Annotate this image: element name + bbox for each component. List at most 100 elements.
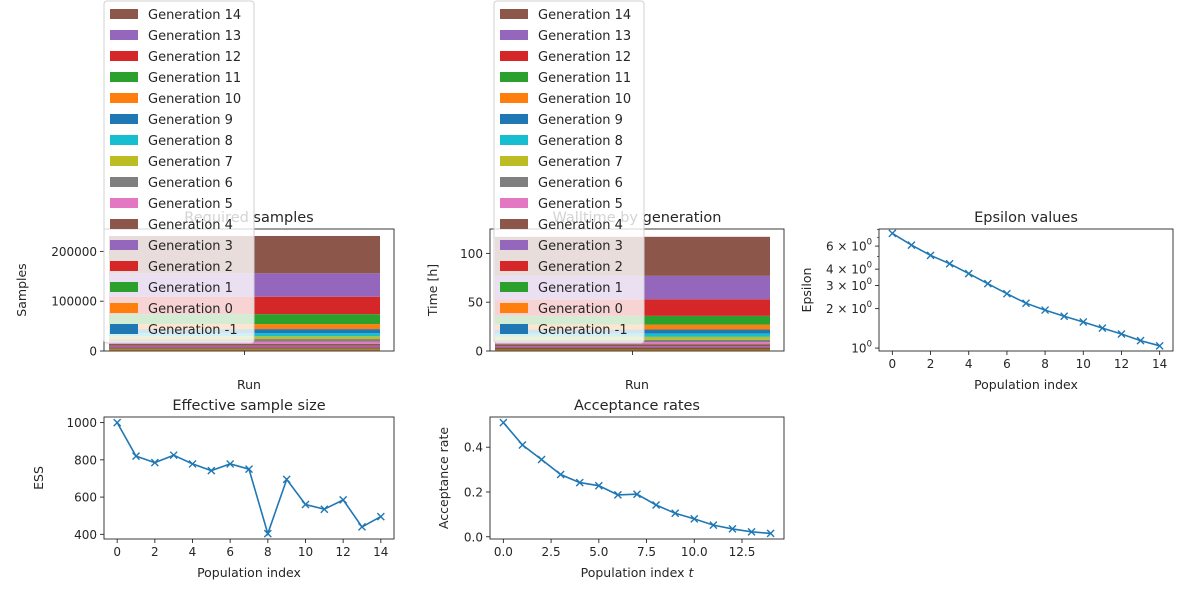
series-line — [116, 422, 382, 537]
data-point-marker — [728, 524, 737, 533]
x-axis-label: Population index — [974, 377, 1078, 392]
stacked-bar-segment — [109, 348, 380, 350]
legend-entry: Generation 8 — [148, 134, 233, 149]
data-point-marker — [575, 478, 584, 487]
stacked-bar-segment — [109, 349, 380, 351]
legend-entry: Generation 0 — [538, 302, 623, 317]
legend-swatch — [500, 135, 528, 145]
legend-entry: Generation 7 — [538, 155, 623, 170]
y-tick-label-base: 3 × 10 — [826, 279, 867, 293]
y-tick-label: 0 — [475, 345, 483, 359]
legend-swatch — [500, 72, 528, 82]
data-point-marker — [1136, 336, 1145, 345]
legend-entry: Generation 13 — [538, 29, 631, 44]
legend-entry: Generation 6 — [538, 176, 623, 191]
axes-frame — [489, 416, 785, 540]
legend-swatch — [110, 93, 138, 103]
data-point-marker — [709, 521, 718, 530]
data-point-marker — [263, 529, 272, 538]
data-point-marker — [518, 440, 527, 449]
legend-entry: Generation 4 — [148, 218, 233, 233]
legend-entry: Generation 10 — [148, 92, 241, 107]
data-point-marker — [1098, 324, 1107, 333]
data-point-marker — [633, 490, 641, 499]
stacked-bar-segment — [495, 344, 770, 347]
legend-entry: Generation -1 — [148, 323, 238, 338]
y-tick-label: 6 × 100 — [826, 238, 872, 254]
y-tick-label-base: 2 × 10 — [826, 302, 867, 316]
data-point-marker — [907, 241, 916, 250]
legend-entry: Generation 9 — [538, 113, 623, 128]
x-tick-label: 12 — [336, 545, 351, 559]
x-tick-label: 14 — [373, 545, 388, 559]
legend-swatch — [110, 219, 138, 229]
legend-swatch — [110, 30, 138, 40]
data-point-marker — [132, 452, 141, 461]
data-point-marker — [1079, 318, 1088, 327]
data-point-marker — [652, 500, 661, 509]
data-point-marker — [357, 522, 366, 531]
y-tick-label: 0.0 — [464, 530, 483, 544]
legend-swatch — [110, 261, 138, 271]
data-point-marker — [499, 418, 508, 427]
data-point-marker — [1117, 330, 1126, 339]
y-tick-label: 0.2 — [464, 485, 483, 499]
legend-entry: Generation 11 — [148, 71, 241, 86]
data-point-marker — [671, 509, 680, 518]
legends-layer: Generation 14 Generation 13 Generation 12 G… — [103, 0, 645, 344]
ess-chart: 0 2 4 6 8 10 12 14 400 600 800 1000 Effective sample… — [31, 398, 395, 580]
legend-swatch — [110, 135, 138, 145]
legend-entry: Generation -1 — [538, 323, 628, 338]
y-tick-label: 0 — [89, 345, 97, 359]
legend-swatch — [110, 156, 138, 166]
x-tick-label: 5.0 — [589, 545, 608, 559]
series-line — [502, 422, 771, 535]
axes-frame — [103, 416, 395, 540]
data-point-marker — [690, 514, 699, 523]
data-point-marker — [301, 500, 310, 509]
y-tick-label-exponent: 0 — [867, 261, 872, 271]
legend-swatch — [500, 261, 528, 271]
data-point-marker — [1002, 289, 1011, 298]
legend-swatch — [500, 198, 528, 208]
data-point-marker — [282, 475, 291, 484]
y-tick-label: 50 — [468, 296, 483, 310]
legend-entry: Generation 14 — [148, 8, 241, 23]
y-tick-label-base: 6 × 10 — [826, 240, 867, 254]
data-point-marker — [594, 481, 603, 490]
legend-entry: Generation 3 — [538, 239, 623, 254]
stacked-bar-segment — [495, 347, 770, 350]
legend-swatch — [110, 198, 138, 208]
legend-swatch — [110, 114, 138, 124]
y-axis-label: Acceptance rate — [436, 427, 451, 529]
data-point-marker — [376, 512, 385, 521]
x-tick-label: 14 — [1152, 357, 1167, 371]
data-point-marker — [113, 418, 122, 427]
chart-title: Epsilon values — [974, 210, 1078, 226]
legend-swatch — [500, 324, 528, 334]
legend-swatch — [500, 51, 528, 61]
data-point-marker — [150, 458, 159, 467]
x-tick-label: 8 — [1041, 357, 1049, 371]
data-point-marker — [964, 269, 973, 278]
y-tick-label: 100 — [460, 247, 483, 261]
legend-swatch — [500, 282, 528, 292]
data-point-marker — [226, 459, 235, 468]
x-tick-label: 0 — [889, 357, 897, 371]
x-tick-label: 7.5 — [637, 545, 656, 559]
legend-entry: Generation 1 — [538, 281, 623, 296]
y-tick-label-base: 10 — [851, 342, 866, 356]
stacked-bar-segment — [495, 349, 770, 351]
y-tick-label: 100000 — [51, 295, 97, 309]
data-point-marker — [747, 527, 756, 536]
x-tick-label: 10.0 — [681, 545, 708, 559]
x-axis-label: Population index — [197, 565, 301, 580]
legend-entry: Generation 7 — [148, 155, 233, 170]
legend-swatch — [110, 51, 138, 61]
legend-swatch — [500, 93, 528, 103]
x-tick-label: 6 — [226, 545, 234, 559]
legend-entry: Generation 2 — [538, 260, 623, 275]
y-tick-label: 3 × 100 — [826, 277, 872, 293]
y-tick-label: 1000 — [66, 416, 97, 430]
